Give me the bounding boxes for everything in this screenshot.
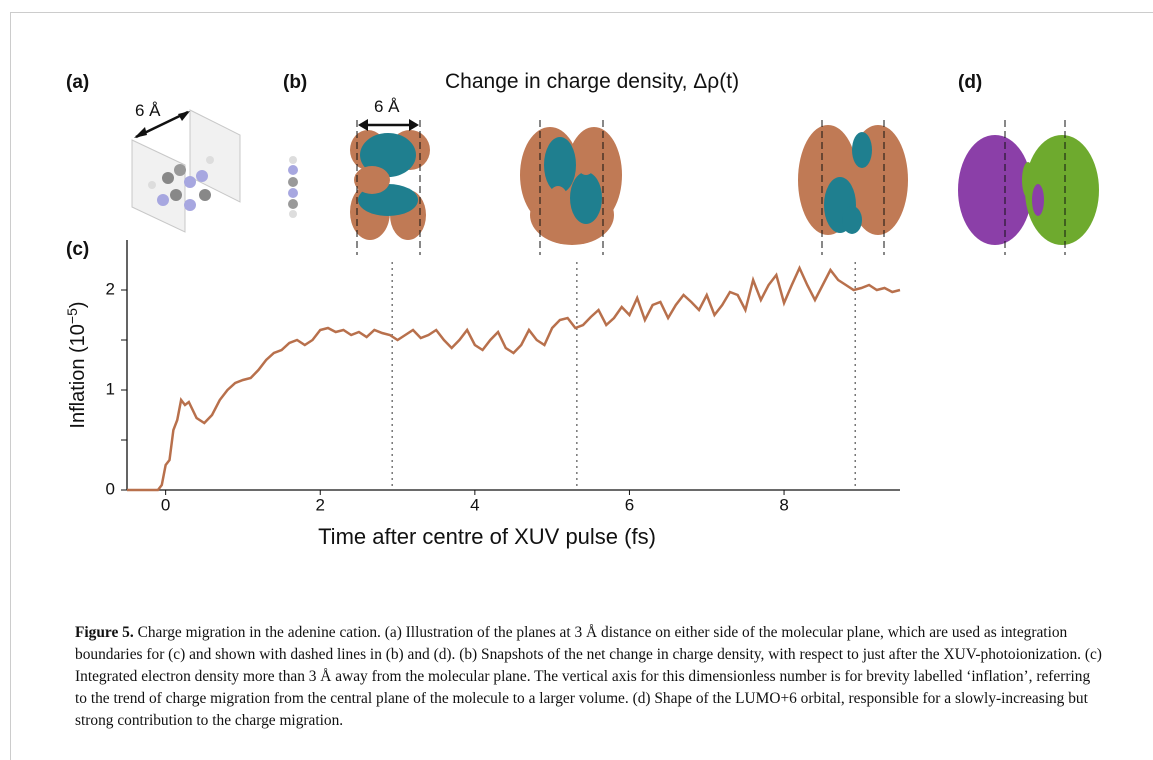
figure: (a) (b) (c) (d) Change in charge density… xyxy=(64,70,1099,549)
distance-label: 6 Å xyxy=(374,97,400,116)
x-tick-label: 8 xyxy=(779,495,788,514)
caption: Figure 5. Charge migration in the adenin… xyxy=(75,622,1105,732)
y-tick-label: 2 xyxy=(106,279,115,298)
x-tick-label: 6 xyxy=(625,495,634,514)
figure-frame xyxy=(10,12,1153,760)
caption-label: Figure 5. xyxy=(75,624,134,641)
y-label-close: ) xyxy=(67,301,89,308)
density-snapshot xyxy=(350,119,430,255)
y-axis-label: Inflation (10−5) xyxy=(64,301,89,428)
data-line xyxy=(127,264,901,492)
panel-title: Change in charge density, Δρ(t) xyxy=(445,70,739,93)
caption-text: Charge migration in the adenine cation. … xyxy=(75,624,1102,729)
x-tick-label: 4 xyxy=(470,495,479,514)
panel-label: (d) xyxy=(958,72,982,93)
panel-label: (c) xyxy=(66,239,89,260)
x-axis-label: Time after centre of XUV pulse (fs) xyxy=(318,524,656,549)
planes-illustration xyxy=(131,109,241,233)
x-tick-label: 0 xyxy=(161,495,170,514)
x-tick-label: 2 xyxy=(316,495,325,514)
orbital-shape xyxy=(958,120,1099,255)
molecule-side-view xyxy=(288,156,298,218)
y-label-exponent: −5 xyxy=(64,308,80,324)
panel-label: (a) xyxy=(66,72,89,93)
density-snapshot xyxy=(798,120,908,255)
distance-label: 6 Å xyxy=(135,101,161,120)
panel-label: (b) xyxy=(283,72,307,93)
y-tick-label: 0 xyxy=(106,479,115,498)
density-snapshot xyxy=(520,120,622,255)
y-tick-label: 1 xyxy=(106,379,115,398)
y-label-text: Inflation (10 xyxy=(67,324,89,429)
